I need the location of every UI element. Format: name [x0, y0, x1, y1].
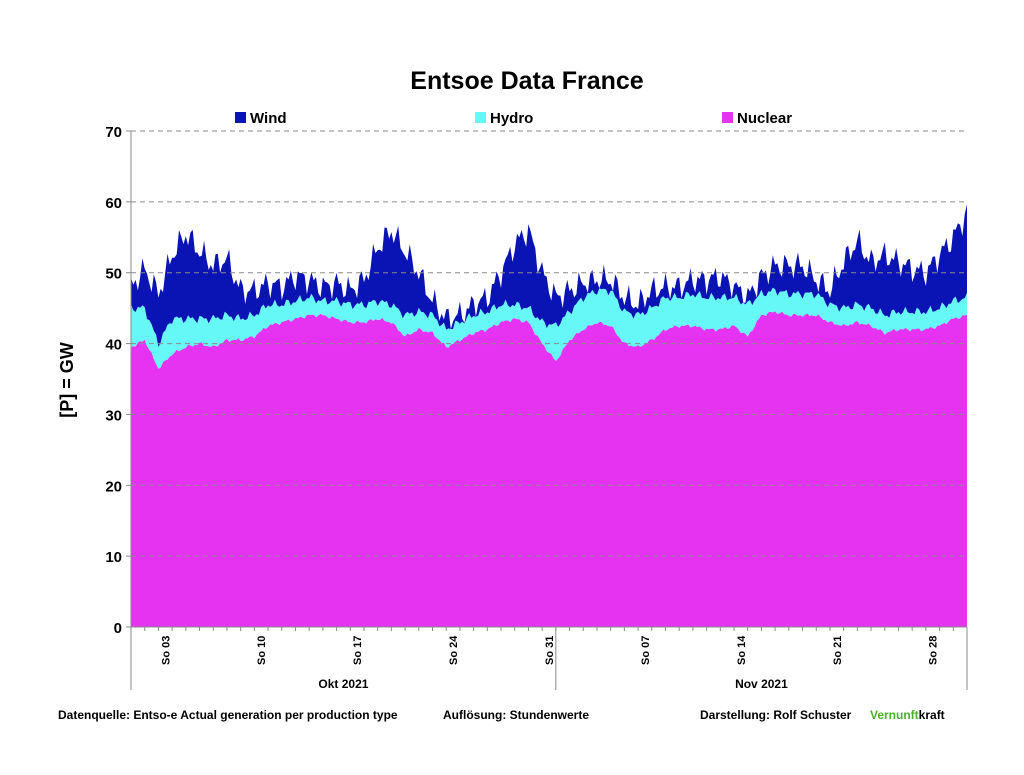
brand-logo-green: Vernunft [870, 708, 919, 722]
y-tick-label-0: 0 [114, 620, 122, 637]
x-tick-label-so-17: So 17 [352, 636, 364, 665]
x-tick-label-so-21: So 21 [832, 636, 844, 665]
x-tick-label-so-31: So 31 [544, 636, 556, 665]
legend-label-nuclear: Nuclear [737, 110, 792, 127]
x-tick-label-so-07: So 07 [640, 636, 652, 665]
resolution-note: Auflösung: Stundenwerte [443, 708, 589, 722]
legend-swatch-nuclear [722, 112, 733, 123]
x-tick-label-so-03: So 03 [160, 636, 172, 665]
x-tick-label-so-10: So 10 [256, 636, 268, 665]
y-tick-label-10: 10 [105, 549, 122, 566]
data-source-note: Datenquelle: Entso-e Actual generation p… [58, 708, 398, 722]
credit-note: Darstellung: Rolf Schuster [700, 708, 852, 722]
chart-title: Entsoe Data France [410, 67, 644, 95]
legend-label-hydro: Hydro [490, 110, 533, 127]
area-series-hydro [131, 287, 967, 369]
y-tick-label-50: 50 [105, 266, 122, 283]
brand-logo: Vernunftkraft [870, 708, 945, 722]
month-label-1: Nov 2021 [735, 677, 788, 691]
y-tick-label-60: 60 [105, 195, 122, 212]
legend-swatch-wind [235, 112, 246, 123]
area-series-wind [131, 204, 967, 347]
month-label-0: Okt 2021 [318, 677, 368, 691]
y-axis-label: [P] = GW [57, 342, 77, 418]
legend-swatch-hydro [475, 112, 486, 123]
y-tick-label-30: 30 [105, 407, 122, 424]
x-tick-label-so-28: So 28 [928, 636, 940, 665]
y-tick-label-40: 40 [105, 337, 122, 354]
y-tick-label-70: 70 [105, 124, 122, 141]
legend-label-wind: Wind [250, 110, 287, 127]
area-series-nuclear [131, 311, 967, 627]
brand-logo-black: kraft [918, 708, 945, 722]
x-tick-label-so-14: So 14 [736, 635, 748, 665]
x-tick-label-so-24: So 24 [448, 635, 460, 665]
y-tick-label-20: 20 [105, 478, 122, 495]
